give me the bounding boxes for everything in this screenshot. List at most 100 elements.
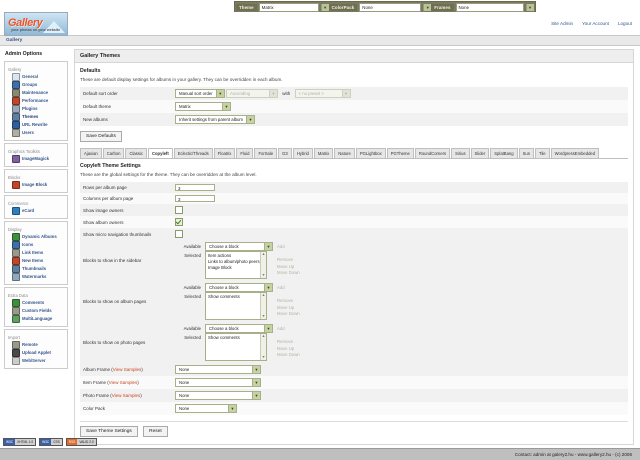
tab-sirius[interactable]: Sirius (451, 148, 470, 158)
sidebar-item-thumbnails[interactable]: Thumbnails (12, 264, 65, 273)
list-item[interactable]: Image Block (208, 265, 232, 270)
rows-per-page-input[interactable]: 3 (175, 184, 215, 191)
tab-ajaxian[interactable]: Ajaxian (80, 148, 102, 158)
view-samples-link[interactable]: View Samples (108, 380, 138, 385)
sidebar-item-themes[interactable]: Themes (12, 112, 65, 121)
scroll-down-icon[interactable]: ▼ (261, 314, 266, 318)
sidebar-item-general[interactable]: General (12, 72, 65, 81)
chevron-down-icon[interactable]: ▼ (423, 3, 432, 11)
move-down-button[interactable]: Move Down (277, 311, 300, 316)
add-block-button[interactable]: Add (277, 244, 285, 249)
sidebar-item-multilanguage[interactable]: MultiLanguage (12, 314, 65, 323)
frame-select[interactable]: None ▼ (175, 378, 261, 387)
scroll-down-icon[interactable]: ▼ (261, 273, 266, 277)
color-pack-select[interactable]: None ▼ (175, 404, 237, 413)
tab-g3[interactable]: G3 (278, 148, 292, 158)
selected-blocks-listbox[interactable]: Show comments ▲ ▼ (205, 333, 267, 361)
list-item[interactable]: Links to album/photo peers (208, 259, 260, 264)
move-up-button[interactable]: Move Up (277, 304, 295, 310)
sidebar-item-new-items[interactable]: New Items (12, 256, 65, 265)
tab-floatrix[interactable]: Floatrix (213, 148, 236, 158)
tab-wordpressembedded[interactable]: WordpressEmbedded (550, 148, 600, 158)
remove-block-button[interactable]: Remove (277, 339, 294, 344)
sidebar-item-image-block[interactable]: Image Block (12, 180, 65, 189)
tab-nature[interactable]: Nature (334, 148, 355, 158)
tab-forsale[interactable]: ForSale (254, 148, 278, 158)
frame-select[interactable]: None ▼ (175, 391, 261, 400)
selected-blocks-listbox[interactable]: Show comments ▲ ▼ (205, 292, 267, 320)
default-theme-select[interactable]: Matrix ▼ (175, 102, 231, 111)
tab-tile[interactable]: Tile (535, 148, 550, 158)
sidebar-item-custom-fields[interactable]: Custom Fields (12, 306, 65, 315)
tab-roundcorners[interactable]: RoundCorners (414, 148, 451, 158)
tab-eclectic-threads[interactable]: Eclectic/Threads (173, 148, 213, 158)
scroll-up-icon[interactable]: ▲ (261, 334, 266, 338)
move-down-button[interactable]: Move Down (277, 270, 300, 275)
scrollbar[interactable]: ▲ ▼ (260, 334, 266, 360)
view-samples-link[interactable]: View Samples (112, 367, 142, 372)
remove-block-button[interactable]: Remove (277, 257, 294, 262)
sidebar-item-watermarks[interactable]: Watermarks (12, 272, 65, 281)
breadcrumb-item-gallery[interactable]: Gallery (6, 38, 23, 43)
frame-select[interactable]: None ▼ (175, 365, 261, 374)
remove-block-button[interactable]: Remove (277, 298, 294, 303)
add-block-button[interactable]: Add (277, 285, 285, 290)
sidebar-item-performance[interactable]: Performance (12, 96, 65, 105)
sidebar-item-imagemagick[interactable]: ImageMagick (12, 154, 65, 163)
default-sort-order-select[interactable]: Manual sort order ▼ (175, 89, 225, 98)
sidebar-item-icons[interactable]: Icons (12, 240, 65, 249)
sidebar-item-maintenance[interactable]: Maintenance (12, 88, 65, 97)
save-theme-settings-button[interactable]: Save Theme Settings (80, 426, 138, 437)
link-your-account[interactable]: Your Account (582, 21, 609, 26)
add-block-button[interactable]: Add (277, 326, 285, 331)
view-samples-link[interactable]: View Samples (111, 393, 141, 398)
scroll-up-icon[interactable]: ▲ (261, 252, 266, 256)
tab-splatbang[interactable]: SplatBang (490, 148, 518, 158)
tab-pgtheme[interactable]: PGTheme (386, 148, 414, 158)
tab-slider[interactable]: Slider (470, 148, 490, 158)
theme-selector-dropdown[interactable]: Matrix (258, 2, 319, 12)
sidebar-item-groups[interactable]: Groups (12, 80, 65, 89)
scrollbar[interactable]: ▲ ▼ (260, 293, 266, 319)
tab-classic[interactable]: Classic (125, 148, 147, 158)
available-block-select[interactable]: Choose a block ▼ (205, 283, 273, 292)
sidebar-item-remote[interactable]: Remote (12, 340, 65, 349)
sidebar-item-url-rewrite[interactable]: URL Rewrite (12, 120, 65, 129)
tab-copyleft[interactable]: Copyleft (147, 148, 173, 158)
tab-pglightbox[interactable]: PGLightbox (355, 148, 386, 158)
scroll-up-icon[interactable]: ▲ (261, 293, 266, 297)
selected-blocks-listbox[interactable]: Item actions Links to album/photo peers Im… (205, 251, 267, 279)
sidebar-item-upload-applet[interactable]: Upload Applet (12, 348, 65, 357)
tab-carbon[interactable]: Carbon (102, 148, 125, 158)
link-logout[interactable]: Logout (617, 21, 632, 26)
reset-button[interactable]: Reset (143, 426, 168, 437)
list-item[interactable]: Show comments (208, 294, 240, 299)
sidebar-item-dynamic-albums[interactable]: Dynamic Albums (12, 232, 65, 241)
scroll-down-icon[interactable]: ▼ (261, 355, 266, 359)
available-block-select[interactable]: Choose a block ▼ (205, 324, 273, 333)
list-item[interactable]: Item actions (208, 253, 232, 258)
tab-hybrid[interactable]: Hybrid (292, 148, 313, 158)
show-album-owners-checkbox[interactable] (175, 218, 183, 226)
new-albums-select[interactable]: Inherit settings from parent album ▼ (175, 115, 256, 124)
tab-fluid[interactable]: Fluid (236, 148, 254, 158)
frames-selector-dropdown[interactable]: None (455, 2, 524, 12)
available-block-select[interactable]: Choose a block ▼ (205, 242, 273, 251)
tab-matrix[interactable]: Matrix (313, 148, 334, 158)
show-image-owners-checkbox[interactable] (175, 206, 183, 214)
scrollbar[interactable]: ▲ ▼ (260, 252, 266, 278)
sidebar-item-comments[interactable]: Comments (12, 298, 65, 307)
sidebar-item-ecard[interactable]: eCard (12, 206, 65, 215)
link-site-admin[interactable]: Site Admin (551, 21, 574, 26)
columns-per-page-input[interactable]: 3 (175, 195, 215, 202)
sidebar-item-plugins[interactable]: Plugins (12, 104, 65, 113)
gallery-logo[interactable]: Gallery your photos on your website (4, 12, 68, 36)
move-up-button[interactable]: Move Up (277, 263, 295, 269)
save-defaults-button[interactable]: Save Defaults (80, 131, 122, 142)
sidebar-item-users[interactable]: Users (12, 128, 65, 137)
move-down-button[interactable]: Move Down (277, 352, 300, 357)
move-up-button[interactable]: Move Up (277, 345, 295, 351)
chevron-down-icon[interactable]: ▼ (320, 3, 329, 11)
chevron-down-icon[interactable]: ▼ (525, 3, 534, 11)
sidebar-item-link-items[interactable]: Link Items (12, 248, 65, 257)
